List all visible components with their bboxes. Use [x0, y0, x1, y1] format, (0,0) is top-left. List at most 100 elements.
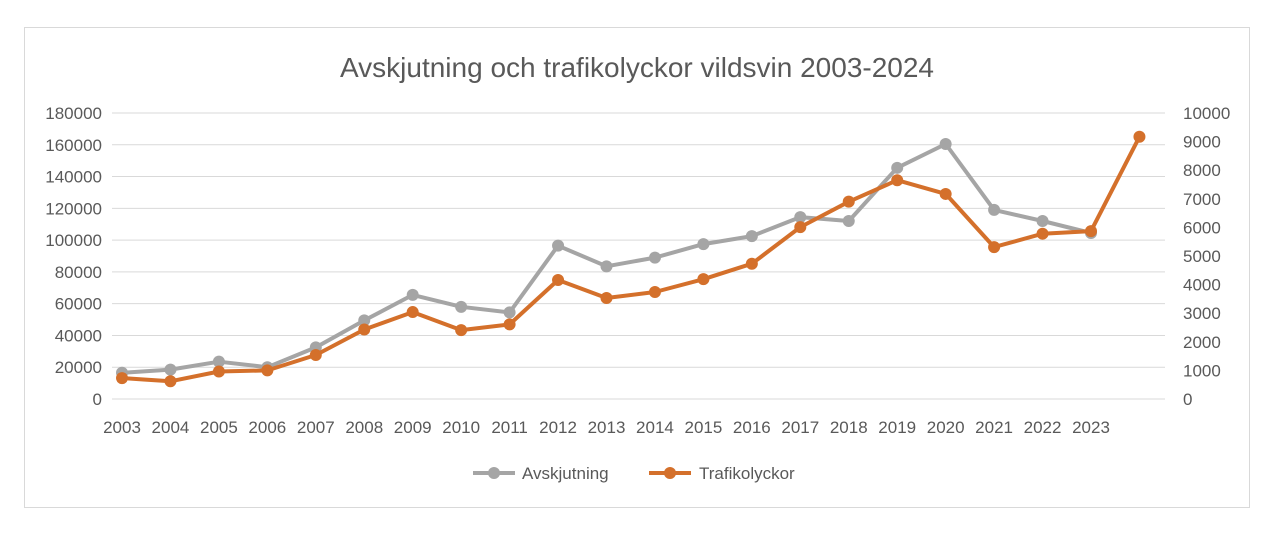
data-point — [697, 273, 710, 286]
data-point — [309, 348, 322, 361]
x-tick-label: 2015 — [684, 418, 722, 437]
right-tick-label: 6000 — [1183, 218, 1221, 237]
data-point — [939, 137, 952, 150]
x-tick-label: 2008 — [345, 418, 383, 437]
right-tick-label: 10000 — [1183, 104, 1230, 123]
data-point — [648, 286, 661, 299]
legend-label: Trafikolyckor — [699, 464, 795, 483]
data-point — [212, 365, 225, 378]
left-tick-label: 180000 — [45, 104, 102, 123]
right-tick-label: 8000 — [1183, 161, 1221, 180]
data-point — [939, 187, 952, 200]
data-point — [891, 161, 904, 174]
x-tick-label: 2022 — [1024, 418, 1062, 437]
left-tick-label: 60000 — [55, 295, 102, 314]
x-tick-label: 2012 — [539, 418, 577, 437]
data-point — [600, 292, 613, 305]
legend-marker — [664, 467, 676, 479]
series-line — [120, 142, 1093, 375]
left-tick-label: 120000 — [45, 199, 102, 218]
x-tick-label: 2014 — [636, 418, 674, 437]
x-tick-label: 2016 — [733, 418, 771, 437]
legend: Avskjutning Trafikolyckor — [473, 464, 795, 483]
legend-label: Avskjutning — [522, 464, 609, 483]
data-point — [842, 195, 855, 208]
data-point — [648, 251, 661, 264]
data-point — [794, 211, 807, 224]
data-point — [891, 174, 904, 187]
data-point — [1036, 215, 1049, 228]
data-point — [164, 375, 177, 388]
x-tick-label: 2009 — [394, 418, 432, 437]
data-point — [745, 230, 758, 243]
right-tick-label: 4000 — [1183, 276, 1221, 295]
x-tick-label: 2021 — [975, 418, 1013, 437]
gridlines — [112, 112, 1165, 400]
left-tick-label: 100000 — [45, 231, 102, 250]
right-tick-label: 3000 — [1183, 304, 1221, 323]
data-point — [552, 274, 565, 287]
right-axis-ticks: 0 1000 2000 3000 4000 5000 6000 7000 8000 9000 100… — [1183, 104, 1230, 409]
right-tick-label: 7000 — [1183, 190, 1221, 209]
x-tick-label: 2004 — [152, 418, 190, 437]
x-tick-label: 2003 — [103, 418, 141, 437]
chart-title: Avskjutning och trafikolyckor vildsvin 2… — [340, 52, 934, 83]
right-tick-label: 9000 — [1183, 133, 1221, 152]
data-point — [552, 239, 565, 252]
x-tick-label: 2023 — [1072, 418, 1110, 437]
data-point — [988, 241, 1001, 254]
left-tick-label: 20000 — [55, 358, 102, 377]
series-layer — [116, 130, 1146, 388]
right-tick-label: 2000 — [1183, 333, 1221, 352]
x-tick-label: 2007 — [297, 418, 335, 437]
data-point — [1085, 225, 1097, 238]
data-point — [261, 364, 274, 377]
x-tick-label: 2020 — [927, 418, 965, 437]
right-tick-label: 1000 — [1183, 361, 1221, 380]
x-tick-label: 2006 — [248, 418, 286, 437]
data-point — [1133, 130, 1146, 143]
legend-item: Avskjutning — [473, 464, 609, 483]
data-point — [212, 355, 225, 368]
series-avskjutning — [116, 137, 1097, 379]
series-trafikolyckor — [116, 130, 1146, 388]
left-tick-label: 140000 — [45, 168, 102, 187]
right-tick-label: 0 — [1183, 390, 1192, 409]
data-point — [794, 221, 807, 234]
data-point — [842, 215, 855, 228]
left-tick-label: 80000 — [55, 263, 102, 282]
data-point — [406, 306, 419, 319]
chart-frame — [24, 27, 1250, 508]
x-tick-label: 2011 — [491, 418, 528, 437]
data-point — [1036, 227, 1049, 240]
data-point — [116, 372, 128, 385]
x-tick-label: 2005 — [200, 418, 238, 437]
x-tick-label: 2018 — [830, 418, 868, 437]
legend-item: Trafikolyckor — [649, 464, 795, 483]
data-point — [503, 306, 516, 319]
left-axis-ticks: 0 20000 40000 60000 80000 100000 120000 140000 1… — [45, 104, 102, 409]
x-tick-label: 2013 — [588, 418, 626, 437]
data-point — [503, 318, 516, 331]
x-tick-label: 2019 — [878, 418, 916, 437]
data-point — [988, 203, 1001, 216]
left-tick-label: 160000 — [45, 136, 102, 155]
left-tick-label: 0 — [93, 390, 102, 409]
left-tick-label: 40000 — [55, 326, 102, 345]
legend-marker — [488, 467, 500, 479]
data-point — [600, 260, 613, 273]
data-point — [358, 314, 371, 327]
data-point — [358, 323, 371, 336]
data-point — [406, 288, 419, 301]
right-tick-label: 5000 — [1183, 247, 1221, 266]
data-point — [745, 257, 758, 270]
data-point — [455, 324, 468, 337]
x-axis-ticks: 2003 2004 2005 2006 2007 2008 2009 2010 2011 2012… — [103, 418, 1110, 437]
data-point — [697, 238, 710, 251]
data-point — [164, 363, 177, 376]
series-line — [120, 134, 1142, 384]
x-tick-label: 2010 — [442, 418, 480, 437]
x-tick-label: 2017 — [781, 418, 819, 437]
data-point — [455, 300, 468, 313]
